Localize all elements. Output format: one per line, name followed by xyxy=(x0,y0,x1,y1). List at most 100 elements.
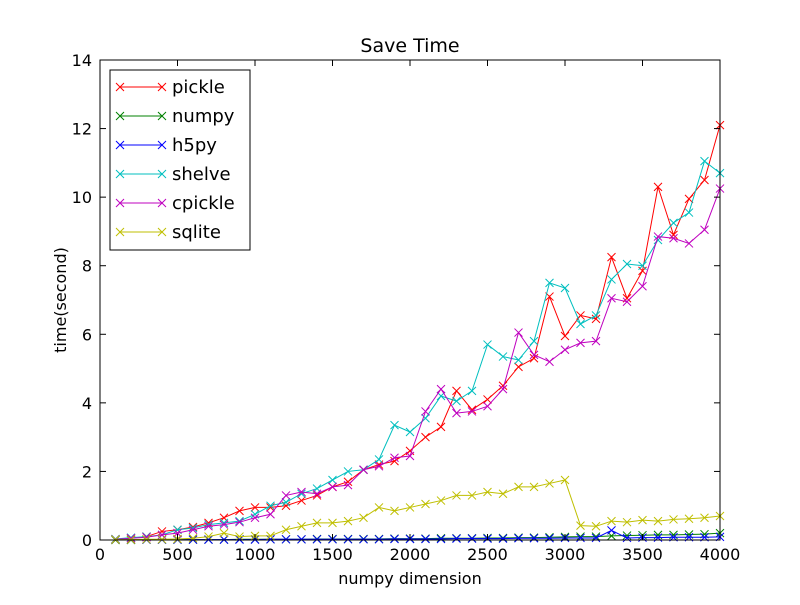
data-point-h5py xyxy=(529,533,539,543)
data-point-pickle xyxy=(684,194,694,204)
data-point-sqlite xyxy=(219,528,229,538)
data-point-pickle xyxy=(343,477,353,487)
data-point-cpickle xyxy=(281,491,291,500)
data-point-cpickle xyxy=(684,239,694,248)
data-point-sqlite xyxy=(545,479,554,488)
data-point-sqlite xyxy=(483,487,492,497)
series-sqlite xyxy=(111,475,725,545)
data-point-pickle xyxy=(188,522,198,532)
data-point-shelve xyxy=(545,278,554,288)
data-point-sqlite xyxy=(452,491,461,500)
data-point-sqlite xyxy=(343,516,353,526)
data-point-cpickle xyxy=(266,509,275,519)
y-tick-label: 4 xyxy=(82,394,92,413)
legend-label-sqlite: sqlite xyxy=(172,222,221,243)
data-point-h5py xyxy=(421,534,430,544)
data-point-cpickle xyxy=(235,517,244,527)
data-point-cpickle xyxy=(343,480,353,490)
x-tick-label: 1000 xyxy=(235,545,276,564)
data-point-cpickle xyxy=(498,384,508,394)
data-point-sqlite xyxy=(374,503,384,512)
data-point-h5py xyxy=(359,534,368,544)
legend: pickle numpy h5py shelve cpickle sqlite xyxy=(109,69,251,251)
legend-box xyxy=(109,69,251,251)
legend-label-shelve: shelve xyxy=(172,164,231,185)
data-point-sqlite xyxy=(421,499,430,509)
y-tick-label: 10 xyxy=(72,188,92,207)
legend-marker-cpickle xyxy=(115,198,167,208)
data-point-h5py xyxy=(390,534,399,544)
x-axis-label: numpy dimension xyxy=(338,569,481,588)
x-tick-label: 2000 xyxy=(390,545,431,564)
data-point-pickle xyxy=(591,314,601,324)
data-point-h5py xyxy=(591,533,601,543)
data-point-h5py xyxy=(343,534,353,544)
y-tick-label: 0 xyxy=(82,531,92,550)
data-point-shelve xyxy=(405,427,415,437)
data-point-sqlite xyxy=(281,525,291,535)
data-point-pickle xyxy=(560,331,570,341)
data-point-shelve xyxy=(576,319,585,329)
data-point-shelve xyxy=(498,352,508,361)
data-point-shelve xyxy=(281,497,291,507)
data-point-h5py xyxy=(467,534,477,543)
data-point-sqlite xyxy=(700,513,709,523)
data-point-numpy xyxy=(591,532,601,541)
data-point-shelve xyxy=(607,275,616,284)
legend-marker-shelve xyxy=(115,169,167,179)
data-point-cpickle xyxy=(157,530,167,540)
data-point-shelve xyxy=(343,467,353,476)
data-point-shelve xyxy=(591,311,601,320)
data-point-cpickle xyxy=(622,297,632,307)
data-point-pickle xyxy=(467,405,477,415)
data-point-shelve xyxy=(235,516,244,526)
data-point-cpickle xyxy=(436,384,446,394)
data-point-cpickle xyxy=(421,407,430,416)
legend-label-pickle: pickle xyxy=(172,77,225,98)
data-point-pickle xyxy=(700,175,709,185)
legend-label-numpy: numpy xyxy=(172,106,235,127)
data-point-cpickle xyxy=(359,465,368,475)
data-point-sqlite xyxy=(142,534,151,544)
data-point-cpickle xyxy=(312,489,322,499)
data-point-h5py xyxy=(576,533,585,543)
series-cpickle xyxy=(111,184,725,544)
data-point-pickle xyxy=(498,381,508,391)
data-point-cpickle xyxy=(452,408,461,418)
data-point-shelve xyxy=(219,518,229,528)
y-tick-label: 14 xyxy=(72,51,92,70)
data-point-pickle xyxy=(390,456,399,466)
data-point-cpickle xyxy=(545,357,554,367)
data-point-sqlite xyxy=(638,515,647,525)
data-point-h5py xyxy=(266,534,275,544)
x-tick-label: 3000 xyxy=(545,545,586,564)
data-point-pickle xyxy=(250,503,260,512)
data-point-pickle xyxy=(653,182,663,192)
data-point-h5py xyxy=(452,534,461,543)
data-point-h5py xyxy=(281,534,291,544)
x-tick-label: 3500 xyxy=(622,545,663,564)
data-point-cpickle xyxy=(297,487,306,497)
x-tick-label: 4000 xyxy=(700,545,741,564)
data-point-shelve xyxy=(560,283,570,293)
data-point-pickle xyxy=(514,362,523,372)
data-point-sqlite xyxy=(204,532,213,541)
data-point-sqlite xyxy=(188,533,198,543)
data-point-sqlite xyxy=(405,503,415,512)
data-point-shelve xyxy=(390,420,399,430)
data-point-cpickle xyxy=(467,407,477,416)
data-point-shelve xyxy=(514,355,523,365)
data-point-shelve xyxy=(467,386,477,396)
data-point-sqlite xyxy=(436,496,446,505)
data-point-sqlite xyxy=(235,532,244,541)
ticks-layer: 0 500 1000 1500 2000 2500 3000 3500 4000 0 2 4 6 8 10 1… xyxy=(72,51,741,564)
data-point-pickle xyxy=(421,432,430,442)
data-point-sqlite xyxy=(653,516,663,526)
data-point-cpickle xyxy=(405,451,415,461)
legend-label-h5py: h5py xyxy=(172,135,217,156)
data-point-h5py xyxy=(514,533,523,543)
data-point-shelve xyxy=(638,261,647,271)
data-point-cpickle xyxy=(126,533,136,543)
data-point-cpickle xyxy=(576,338,585,348)
x-tick-label: 1500 xyxy=(312,545,353,564)
